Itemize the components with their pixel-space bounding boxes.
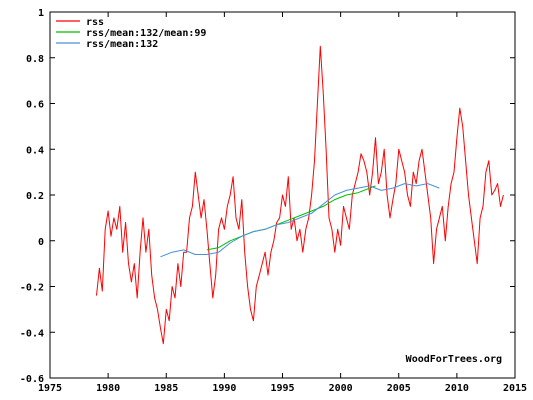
x-tick-label: 1995 [270,383,294,394]
x-tick-label: 1980 [96,383,120,394]
series-line-0 [96,45,504,345]
y-tick-label: 0.4 [26,145,44,156]
y-tick-label: 0.2 [26,191,44,202]
series-line-2 [160,183,440,258]
y-tick-label: -0.6 [20,374,44,385]
legend-label: rss/mean:132 [86,39,158,50]
x-tick-label: 1975 [38,383,62,394]
x-axis-ticks: 1975 1980 1985 1990 1995 2000 2005 2010 2015 [38,12,527,394]
y-tick-label: 1 [38,8,44,19]
x-tick-label: 2010 [445,383,469,394]
y-tick-label: 0 [38,237,44,248]
y-tick-label: 0.8 [26,54,44,65]
y-tick-label: 0.6 [26,100,44,111]
x-tick-label: 2015 [503,383,527,394]
y-tick-label: -0.2 [20,283,44,294]
y-axis-ticks: -0.6 -0.4 -0.2 0 0.2 0.4 0.6 0.8 1 [20,8,515,385]
legend-label: rss [86,17,104,28]
credit-label: WoodForTrees.org [406,354,502,365]
x-tick-label: 2000 [329,383,353,394]
x-tick-label: 2005 [387,383,411,394]
legend-label: rss/mean:132/mean:99 [86,28,206,39]
x-tick-label: 1990 [212,383,236,394]
y-tick-label: -0.4 [20,328,44,339]
series-lines [96,45,504,345]
series-line-1 [206,185,376,251]
x-tick-label: 1985 [154,383,178,394]
